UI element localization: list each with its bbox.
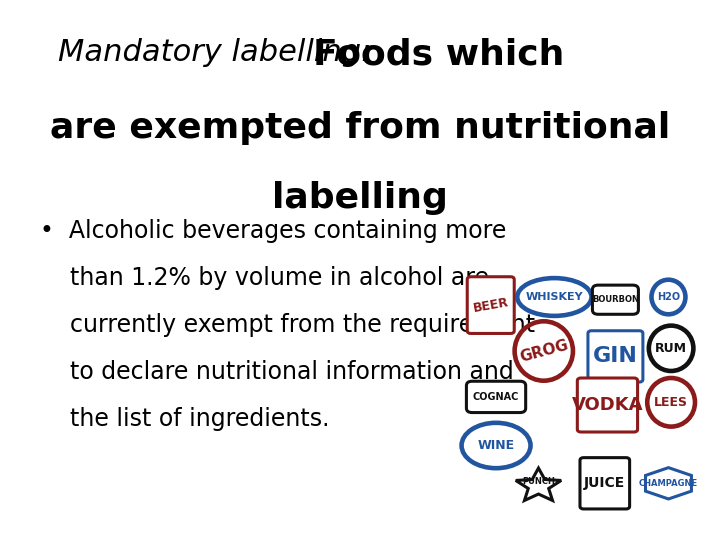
Text: RUM: RUM <box>655 342 687 355</box>
Text: the list of ingredients.: the list of ingredients. <box>40 407 329 430</box>
Text: JUICE: JUICE <box>584 476 626 490</box>
Text: GIN: GIN <box>593 346 638 367</box>
Text: LEES: LEES <box>654 396 688 409</box>
Text: COGNAC: COGNAC <box>473 392 519 402</box>
Text: BOURBON: BOURBON <box>592 295 639 304</box>
Text: Foods which: Foods which <box>313 38 564 72</box>
Text: CHAMPAGNE: CHAMPAGNE <box>639 479 698 488</box>
Text: Mandatory labelling:: Mandatory labelling: <box>58 38 381 67</box>
Text: than 1.2% by volume in alcohol are: than 1.2% by volume in alcohol are <box>40 266 489 289</box>
Text: PUNCH: PUNCH <box>522 477 555 486</box>
Text: labelling: labelling <box>272 181 448 215</box>
Text: H2O: H2O <box>657 292 680 302</box>
Text: WINE: WINE <box>477 439 515 452</box>
Text: WHISKEY: WHISKEY <box>526 292 583 302</box>
Text: •  Alcoholic beverages containing more: • Alcoholic beverages containing more <box>40 219 506 242</box>
Text: are exempted from nutritional: are exempted from nutritional <box>50 111 670 145</box>
Text: to declare nutritional information and: to declare nutritional information and <box>40 360 513 383</box>
Text: BEER: BEER <box>472 295 510 315</box>
Text: GROG: GROG <box>518 338 570 364</box>
Text: VODKA: VODKA <box>572 396 643 414</box>
Text: currently exempt from the requirement: currently exempt from the requirement <box>40 313 535 336</box>
